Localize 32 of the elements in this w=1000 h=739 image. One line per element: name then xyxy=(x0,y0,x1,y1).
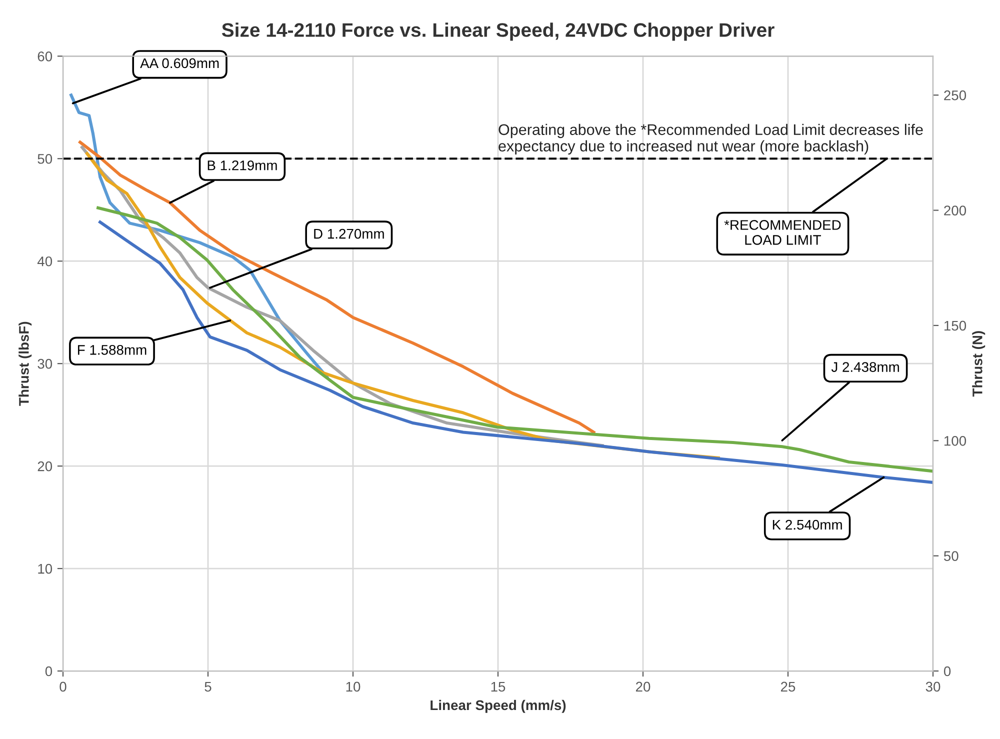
x-tick-label: 15 xyxy=(491,682,506,692)
y-axis-title: Thrust (lbsF) xyxy=(18,322,32,406)
y2-tick-label: 150 xyxy=(944,320,966,331)
y-tick-label: 50 xyxy=(38,154,52,164)
annotation: F 1.588mm xyxy=(78,344,146,355)
y-tick-label: 40 xyxy=(37,256,52,266)
annotation: J 2.438mm xyxy=(831,362,899,372)
x-tick-label: 25 xyxy=(780,682,796,692)
y2-tick-label: 250 xyxy=(944,90,966,100)
x-tick-label: 20 xyxy=(636,682,650,692)
annotation: AA 0.609mm xyxy=(140,58,219,68)
y-tick-label: 10 xyxy=(38,564,52,574)
y-tick-label: 0 xyxy=(45,666,52,676)
y2-tick-label: 50 xyxy=(944,551,958,561)
ref-line-label: *RECOMMENDED LOAD LIMIT xyxy=(724,220,841,245)
x-tick-label: 30 xyxy=(926,682,940,692)
x-tick-label: 10 xyxy=(346,682,360,692)
y-tick-label: 30 xyxy=(38,358,52,369)
y2-tick-label: 200 xyxy=(944,206,966,216)
chart-title: Size 14-2110 Force vs. Linear Speed, 24VDC Chopper Driver xyxy=(222,22,774,41)
y2-axis-title: Thrust (N) xyxy=(972,331,986,397)
y2-tick-label: 0 xyxy=(944,666,951,676)
y2-tick-label: 100 xyxy=(944,436,966,446)
y-tick-label: 20 xyxy=(38,461,52,472)
x-tick-label: 5 xyxy=(204,682,212,692)
x-axis-title: Linear Speed (mm/s) xyxy=(430,700,566,713)
annotation: D 1.270mm xyxy=(314,228,384,239)
annotation: Operating above the *Recommended Load Limit decreases life expectancy due to increased nut wear (more backlash) xyxy=(498,124,923,155)
x-tick-label: 0 xyxy=(60,682,66,692)
annotation: B 1.219mm xyxy=(208,160,277,170)
annotation: K 2.540mm xyxy=(772,520,842,530)
y-tick-label: 60 xyxy=(38,52,52,62)
